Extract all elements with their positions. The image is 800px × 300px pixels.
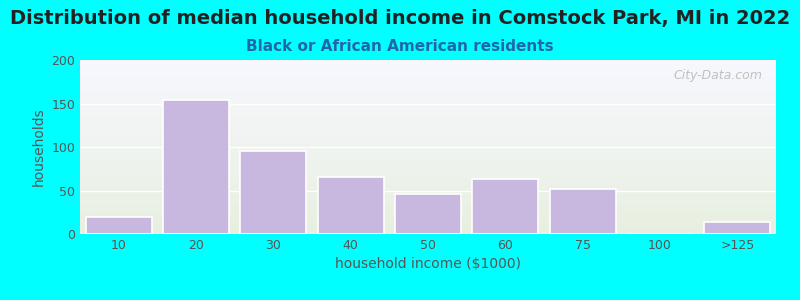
Bar [395, 194, 461, 234]
Text: City-Data.com: City-Data.com [674, 69, 762, 82]
X-axis label: household income ($1000): household income ($1000) [335, 257, 521, 272]
Bar [473, 179, 538, 234]
Text: Black or African American residents: Black or African American residents [246, 39, 554, 54]
Bar [550, 189, 615, 234]
Bar [705, 222, 770, 234]
Bar [241, 152, 306, 234]
Text: Distribution of median household income in Comstock Park, MI in 2022: Distribution of median household income … [10, 9, 790, 28]
Bar [163, 100, 229, 234]
Y-axis label: households: households [32, 108, 46, 186]
Bar [318, 178, 383, 234]
Bar [86, 217, 151, 234]
